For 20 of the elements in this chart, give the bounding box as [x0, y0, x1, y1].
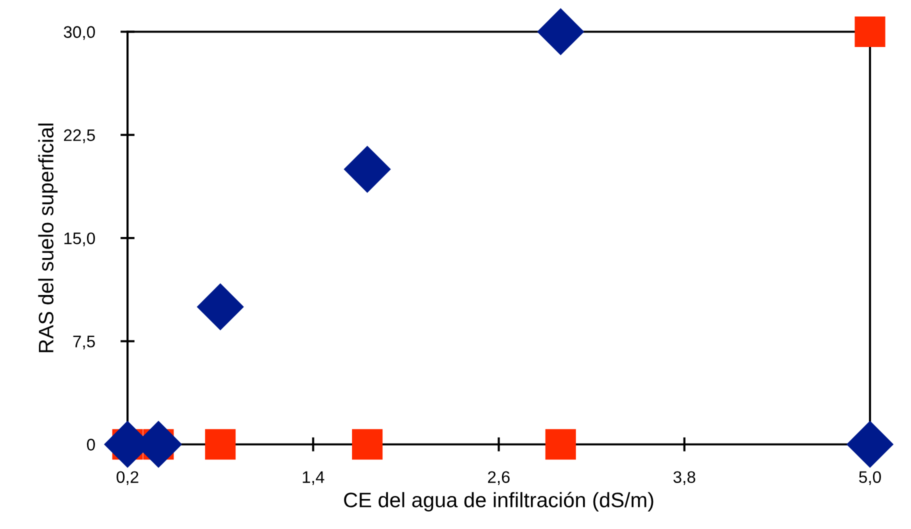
x-tick-label: 2,6: [488, 471, 510, 485]
y-tick-label: 30,0: [64, 26, 95, 40]
point: [854, 16, 886, 48]
point: [344, 146, 391, 193]
point: [205, 429, 236, 460]
x-tick-label: 1,4: [302, 471, 324, 485]
point: [537, 8, 584, 56]
x-tick-label: 0,2: [116, 471, 138, 485]
point: [352, 429, 383, 460]
y-tick-label: 15,0: [64, 232, 95, 246]
y-tick-label: 22,5: [64, 129, 95, 144]
x-axis-title: CE del agua de infiltración (dS/m): [344, 492, 654, 512]
x-tick-label: 5,0: [859, 471, 881, 485]
point: [545, 429, 576, 460]
y-tick-label: 7,5: [73, 336, 95, 350]
y-axis-title: RAS del suelo superficial: [38, 124, 58, 352]
x-tick-label: 3,8: [673, 471, 696, 485]
point: [846, 420, 894, 468]
point: [196, 283, 244, 330]
y-tick-label: 0: [86, 438, 95, 451]
